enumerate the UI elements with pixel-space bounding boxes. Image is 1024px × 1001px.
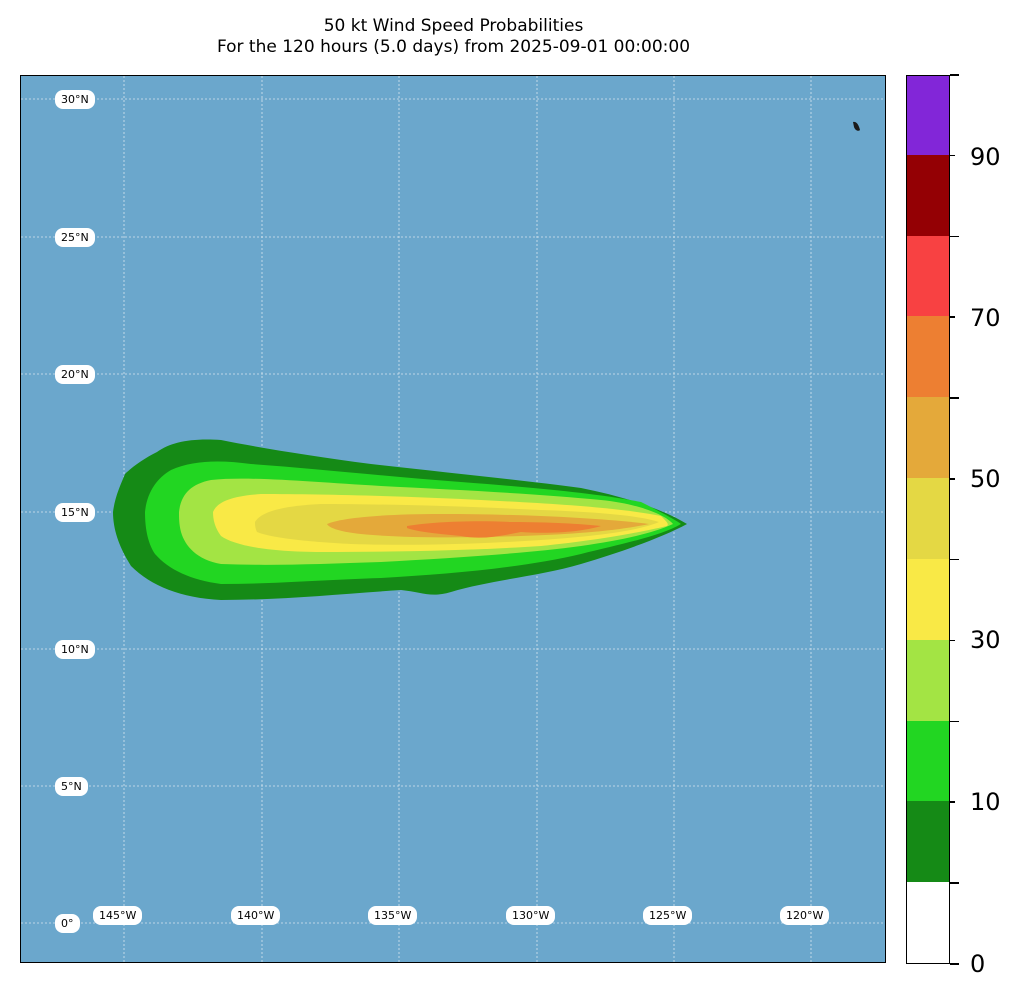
colorbar-tick-label-90: 90 <box>970 143 1001 171</box>
swath-level-70 <box>407 521 601 538</box>
lon-label-130w: 130°W <box>506 906 556 925</box>
colorbar-segment-90 <box>907 154 949 236</box>
lon-label-120w: 120°W <box>780 906 830 925</box>
colorbar-segment-10 <box>907 801 949 883</box>
lon-label-135w: 135°W <box>368 906 418 925</box>
colorbar-segment-30 <box>907 639 949 721</box>
chart-title: 50 kt Wind Speed Probabilities For the 1… <box>20 16 887 58</box>
island <box>853 121 860 131</box>
lat-label-15n: 15°N <box>55 503 95 522</box>
colorbar-tick-label-0: 0 <box>970 950 986 978</box>
colorbar-segment-80 <box>907 235 949 317</box>
colorbar-segment-50 <box>907 477 949 559</box>
colorbar-segment-100 <box>907 76 949 155</box>
colorbar-tick <box>950 639 955 642</box>
colorbar-tick <box>950 558 959 561</box>
colorbar-tick <box>950 397 959 399</box>
lat-label-25n: 25°N <box>55 228 95 247</box>
colorbar-tick-label-10: 10 <box>970 788 1001 816</box>
colorbar-segment-0 <box>907 882 949 963</box>
colorbar-tick <box>950 478 955 480</box>
colorbar-tick <box>950 963 959 965</box>
lon-label-145w: 145°W <box>93 906 143 925</box>
colorbar-segment-70 <box>907 316 949 398</box>
colorbar-tick-label-70: 70 <box>970 304 1001 332</box>
colorbar-tick <box>950 720 959 723</box>
title-line-2: For the 120 hours (5.0 days) from 2025-0… <box>216 37 691 57</box>
colorbar-segment-20 <box>907 720 949 802</box>
lon-label-125w: 125°W <box>643 906 693 925</box>
colorbar-tick <box>950 154 955 157</box>
colorbar-tick-label-50: 50 <box>970 465 1001 493</box>
lon-label-140w: 140°W <box>231 906 281 925</box>
colorbar-segment-40 <box>907 558 949 640</box>
lat-label-20n: 20°N <box>55 365 95 384</box>
colorbar-tick <box>950 74 959 76</box>
colorbar-tick <box>950 801 955 803</box>
lat-label-5n: 5°N <box>55 777 88 796</box>
lat-label-0: 0° <box>55 914 80 933</box>
title-line-1: 50 kt Wind Speed Probabilities <box>323 16 584 36</box>
map-panel[interactable]: 30°N 25°N 20°N 15°N 10°N 5°N 0° 145°W 14… <box>20 75 886 963</box>
colorbar-tick <box>950 882 959 884</box>
colorbar-tick <box>950 316 955 318</box>
lat-label-10n: 10°N <box>55 640 95 659</box>
map-canvas <box>21 76 885 962</box>
colorbar-segment-60 <box>907 397 949 479</box>
colorbar <box>906 75 950 964</box>
colorbar-tick <box>950 235 959 238</box>
lat-label-30n: 30°N <box>55 90 95 109</box>
colorbar-tick-label-30: 30 <box>970 626 1001 654</box>
